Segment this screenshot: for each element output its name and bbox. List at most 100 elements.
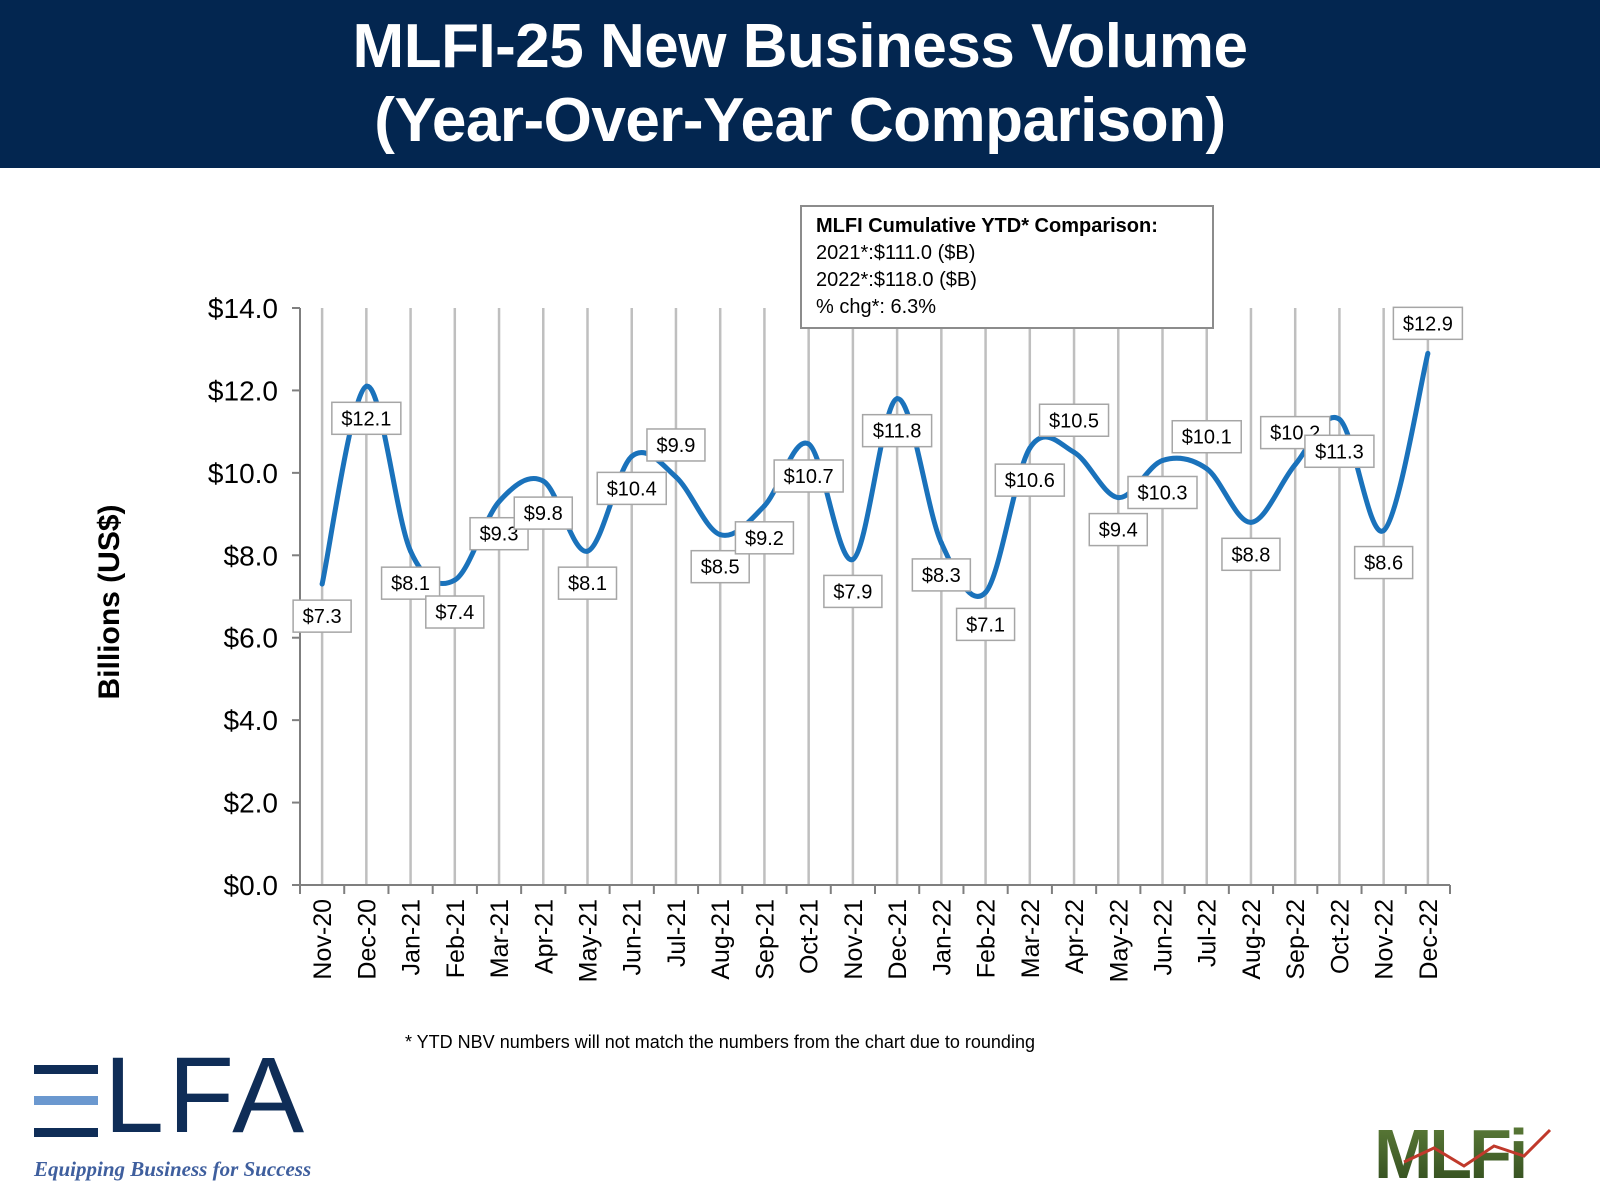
summary-line-pct: % chg*: 6.3% xyxy=(816,296,937,318)
data-label-text: $7.4 xyxy=(435,602,474,624)
data-point-may-21 xyxy=(585,548,590,554)
data-label-dec-21: $11.8 xyxy=(861,413,933,448)
data-label-text: $12.9 xyxy=(1403,313,1453,335)
mlfi-trend-icon xyxy=(1403,1128,1552,1168)
x-tick-label-apr-21: Apr-21 xyxy=(530,899,558,974)
x-tick-label-may-22: May-22 xyxy=(1105,899,1133,982)
data-label-text: $10.7 xyxy=(784,466,834,488)
data-label-jun-22: $10.3 xyxy=(1127,475,1198,510)
chart-title-line1: MLFI-25 New Business Volume xyxy=(352,12,1248,81)
data-label-box xyxy=(734,521,795,555)
data-label-text: $7.1 xyxy=(966,614,1005,636)
data-label-box xyxy=(1127,475,1198,510)
data-point-dec-22 xyxy=(1425,350,1431,356)
data-label-feb-22: $7.1 xyxy=(955,607,1016,642)
data-label-text: $8.1 xyxy=(568,573,607,595)
mlfi-wordmark: MLFi xyxy=(1374,1118,1525,1184)
data-label-box xyxy=(823,574,883,609)
data-label-box xyxy=(1088,512,1149,547)
data-label-jan-22: $8.3 xyxy=(911,558,972,592)
data-label-nov-20: $7.3 xyxy=(292,599,352,633)
data-label-sep-21: $9.2 xyxy=(734,521,795,555)
y-tick-label: $2.0 xyxy=(224,788,279,819)
elfa-logo: LFA Equipping Business for Success xyxy=(34,1034,354,1195)
data-point-oct-22 xyxy=(1336,416,1342,422)
summary-line-2021: 2021*:$111.0 ($B) xyxy=(816,242,976,264)
data-label-apr-22: $10.5 xyxy=(1038,403,1110,437)
x-tick-label-mar-21: Mar-21 xyxy=(486,899,514,978)
x-tick-label-jul-22: Jul-22 xyxy=(1194,899,1222,967)
data-label-jun-21: $10.4 xyxy=(596,471,667,506)
elfa-e-mark-icon xyxy=(34,1065,98,1137)
data-point-jan-21 xyxy=(408,548,414,554)
data-label-box xyxy=(331,401,402,436)
x-tick-label-feb-22: Feb-22 xyxy=(973,899,1001,978)
x-tick-label-feb-21: Feb-21 xyxy=(442,899,470,978)
x-tick-label-mar-22: Mar-22 xyxy=(1017,899,1045,978)
data-label-apr-21: $9.8 xyxy=(513,496,574,530)
data-label-text: $10.6 xyxy=(1005,470,1055,492)
data-label-jul-22: $10.1 xyxy=(1171,419,1242,454)
data-point-mar-22 xyxy=(1027,445,1033,451)
data-point-jan-22 xyxy=(938,540,944,546)
data-label-text: $8.6 xyxy=(1364,553,1403,575)
data-label-sep-22: $10.2 xyxy=(1259,415,1331,450)
data-label-text: $9.2 xyxy=(745,528,784,550)
data-point-jul-21 xyxy=(673,474,679,480)
mlfi-logo: MLFi xyxy=(1374,1118,1552,1184)
elfa-wordmark: LFA xyxy=(104,1034,309,1155)
x-tick-label-jan-22: Jan-22 xyxy=(928,899,956,975)
x-tick-label-aug-22: Aug-22 xyxy=(1238,899,1266,980)
data-label-box xyxy=(596,471,667,506)
y-tick-label: $14.0 xyxy=(208,293,278,324)
data-label-text: $8.1 xyxy=(391,573,430,595)
data-point-dec-20 xyxy=(363,383,369,389)
x-tick-label-jun-21: Jun-21 xyxy=(619,899,647,975)
data-point-mar-21 xyxy=(496,499,502,505)
data-label-box xyxy=(513,496,574,530)
y-tick-label: $8.0 xyxy=(224,540,279,571)
x-tick-label-sep-21: Sep-21 xyxy=(751,899,779,980)
data-point-jul-22 xyxy=(1204,466,1210,472)
data-point-dec-21 xyxy=(894,396,900,402)
x-tick-label-jun-22: Jun-22 xyxy=(1150,899,1178,975)
x-tick-label-jan-21: Jan-21 xyxy=(398,899,426,975)
data-label-nov-22: $8.6 xyxy=(1353,545,1414,580)
data-label-box xyxy=(1171,419,1242,454)
data-label-text: $11.3 xyxy=(1315,441,1364,463)
data-label-box xyxy=(557,566,618,600)
data-point-feb-22 xyxy=(983,589,989,595)
data-label-box xyxy=(292,599,352,633)
y-axis-label: Billions (US$) xyxy=(93,504,126,699)
data-label-box xyxy=(1221,537,1281,572)
data-label-box xyxy=(861,413,933,448)
summary-title: MLFI Cumulative YTD* Comparison: xyxy=(816,215,1158,237)
data-label-jan-21: $8.1 xyxy=(380,566,441,600)
data-label-jul-21: $9.9 xyxy=(646,428,706,462)
data-point-sep-21 xyxy=(761,503,767,509)
data-label-text: $7.3 xyxy=(303,606,342,628)
y-tick-label: $6.0 xyxy=(224,623,279,654)
data-label-text: $8.5 xyxy=(701,557,740,579)
data-label-feb-21: $7.4 xyxy=(425,595,485,629)
data-label-text: $9.3 xyxy=(480,524,519,546)
data-label-dec-20: $12.1 xyxy=(331,401,402,436)
x-tick-label-nov-22: Nov-22 xyxy=(1371,899,1399,980)
data-point-aug-22 xyxy=(1248,519,1254,525)
data-label-text: $10.3 xyxy=(1137,482,1187,504)
data-label-box xyxy=(690,549,750,584)
data-label-text: $8.3 xyxy=(922,565,961,587)
data-label-text: $10.4 xyxy=(607,478,657,500)
data-point-jun-21 xyxy=(629,453,635,459)
x-tick-label-nov-20: Nov-20 xyxy=(309,899,337,980)
x-tick-label-dec-22: Dec-22 xyxy=(1415,899,1443,980)
data-point-jun-22 xyxy=(1160,457,1165,463)
data-label-oct-21: $10.7 xyxy=(773,459,844,493)
x-tick-label-oct-21: Oct-21 xyxy=(796,899,824,974)
data-label-box xyxy=(1304,434,1375,469)
data-label-may-21: $8.1 xyxy=(557,566,618,600)
data-label-box xyxy=(911,558,972,592)
data-label-aug-21: $8.5 xyxy=(690,549,750,584)
data-point-aug-21 xyxy=(717,532,723,538)
axes: $0.0 $2.0 $4.0 $6.0 $8.0 $10.0 $12.0 $14.0 Nov-2… xyxy=(208,293,1451,982)
